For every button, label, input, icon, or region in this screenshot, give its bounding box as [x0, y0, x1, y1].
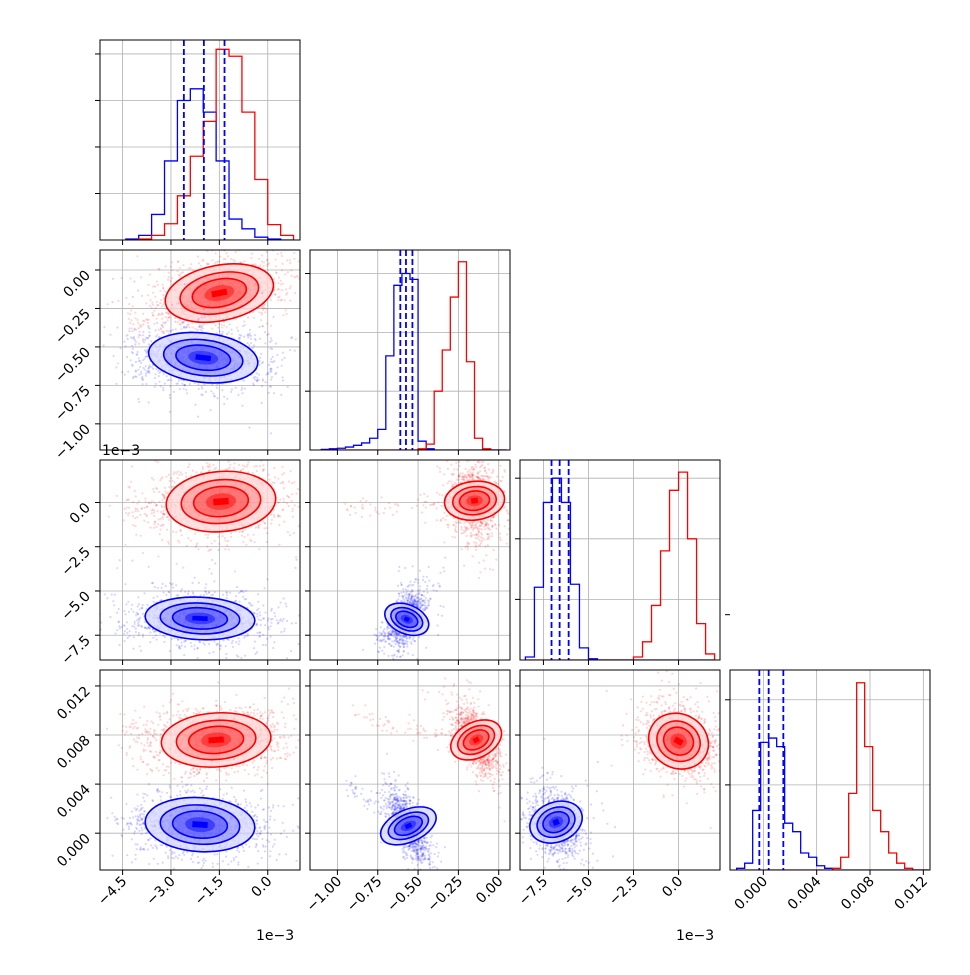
x-tick-label: 0.00: [473, 874, 506, 907]
scatter-panel-6: [305, 411, 550, 703]
x-tick-label: −5.0: [561, 874, 596, 909]
scatter-panel-9: [495, 655, 758, 878]
density-contours: [160, 709, 273, 770]
density-peak: [208, 736, 224, 743]
histogram-panel-0: [95, 40, 300, 245]
x-tick-label: −0.50: [384, 874, 426, 916]
y-tick-label: 0.008: [54, 733, 94, 773]
y-tick-label: −1.00: [52, 421, 94, 463]
scatter-panel-9-plot-area: [495, 655, 758, 878]
y-tick-label: −0.75: [52, 383, 94, 425]
histogram-step-line: [525, 472, 714, 660]
y-tick-label: 0.012: [54, 683, 94, 723]
y-tick-label: −7.5: [58, 633, 93, 668]
x-tick-label: −1.00: [304, 874, 346, 916]
scatter-panel-5-plot-area: [56, 423, 377, 665]
x-tick-label: −0.75: [344, 874, 386, 916]
density-contours: [375, 799, 442, 852]
x-tick-label: −0.25: [425, 874, 467, 916]
x-tick-label: 0.0: [249, 874, 276, 901]
density-peak: [471, 498, 478, 504]
axes-frame: [520, 460, 720, 660]
x-tick-label: 0.0: [659, 874, 686, 901]
histogram-step-line: [525, 478, 714, 660]
x-tick-label: 0.000: [731, 874, 771, 914]
density-peak: [213, 498, 229, 506]
scatter-panel-6-plot-area: [310, 411, 550, 703]
histogram-step-line: [126, 49, 294, 240]
x-offset-label: 1e−3: [676, 928, 714, 944]
y-tick-label: 0.00: [60, 268, 93, 301]
y-tick-label: 0.000: [54, 831, 94, 871]
x-tick-label: −7.5: [516, 874, 551, 909]
histogram-panel-1: [305, 250, 510, 455]
histogram-panel-2: [515, 460, 720, 665]
x-offset-label: 1e−3: [256, 928, 294, 944]
x-tick-label: −2.5: [606, 874, 641, 909]
scatter-panel-5: [56, 423, 377, 665]
histogram-panel-3: [725, 615, 930, 875]
axes-frame: [100, 40, 300, 240]
sample-points: [345, 753, 456, 945]
x-tick-label: −3.0: [143, 874, 178, 909]
histogram-step-line: [321, 262, 506, 450]
scatter-panel-8: [305, 663, 537, 944]
x-tick-label: 0.008: [838, 874, 878, 914]
density-peak: [192, 821, 208, 828]
histogram-panel-1-plot-area: [310, 250, 510, 450]
histogram-panel-2-plot-area: [520, 460, 720, 660]
histogram-step-line: [737, 738, 929, 870]
histogram-step-line: [737, 683, 929, 870]
density-peak: [192, 616, 208, 621]
histogram-panel-3-plot-area: [730, 615, 930, 870]
histogram-panel-0-plot-area: [100, 40, 300, 240]
y-tick-label: 0.004: [54, 782, 94, 822]
y-tick-label: −2.5: [58, 544, 93, 579]
scatter-panel-8-plot-area: [310, 663, 537, 944]
y-offset-label: 1e−3: [102, 443, 140, 459]
y-tick-label: 0.0: [67, 500, 94, 527]
x-tick-label: −4.5: [95, 874, 130, 909]
x-tick-label: −1.5: [192, 874, 227, 909]
y-tick-label: −0.50: [52, 344, 94, 386]
x-tick-label: 0.012: [891, 874, 931, 914]
x-tick-label: 0.004: [785, 873, 825, 913]
y-tick-label: −0.25: [52, 306, 94, 348]
histogram-step-line: [321, 274, 506, 450]
y-tick-label: −5.0: [58, 588, 93, 623]
